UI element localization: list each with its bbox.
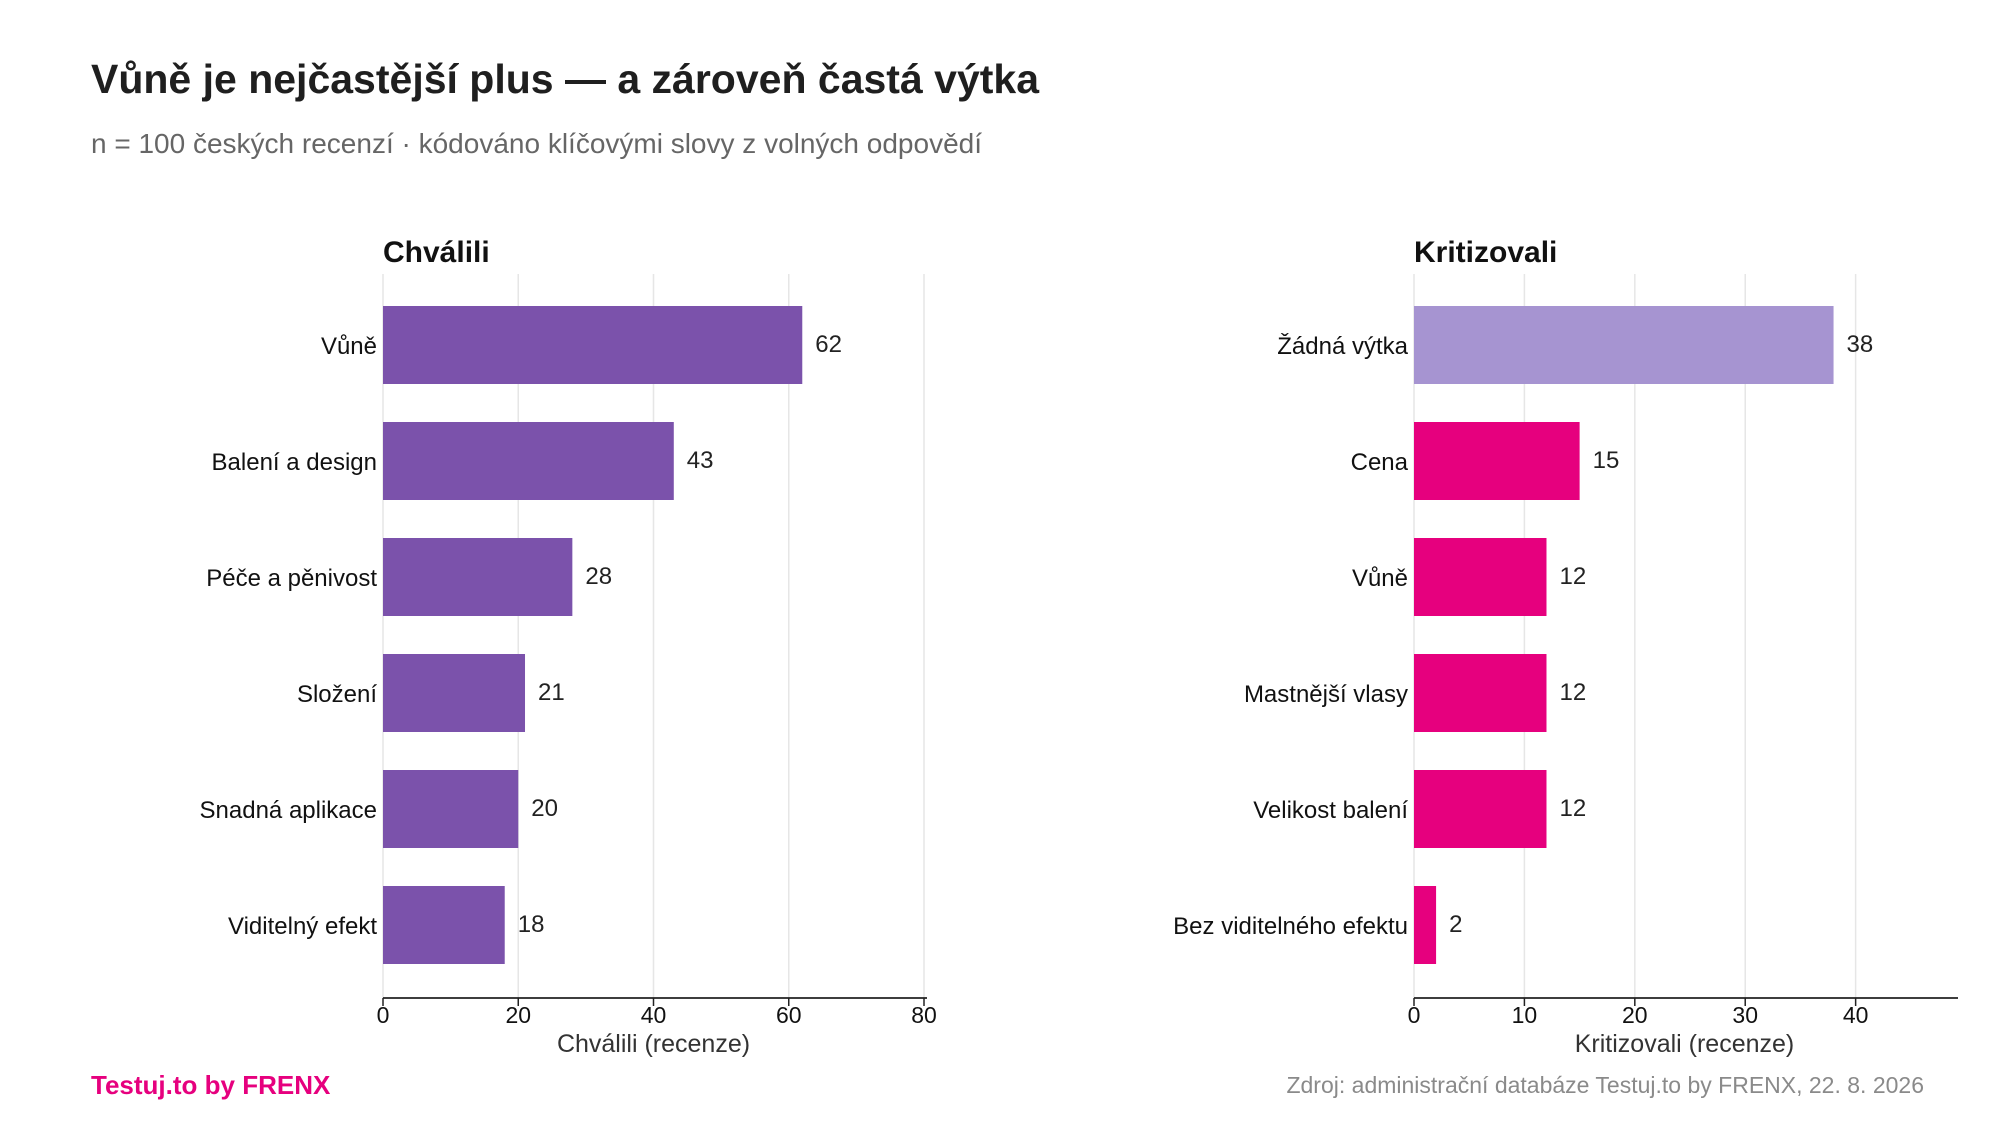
criticism-bar (1414, 654, 1547, 732)
praise-value-label: 21 (538, 679, 565, 706)
criticism-value-label: 15 (1593, 447, 1620, 474)
source-note: Zdroj: administrační databáze Testuj.to … (1286, 1072, 1924, 1098)
criticism-category-label: Mastnější vlasy (1244, 681, 1408, 708)
criticism-x-tick-label: 0 (1408, 1002, 1421, 1028)
criticism-x-tick-label: 20 (1622, 1002, 1648, 1028)
criticism-x-tick-label: 10 (1512, 1002, 1538, 1028)
praise-category-label: Viditelný efekt (228, 913, 377, 940)
praise-x-tick-label: 60 (776, 1002, 802, 1028)
praise-x-tick-label: 80 (911, 1002, 937, 1028)
criticism-bar (1414, 770, 1547, 848)
criticism-category-label: Cena (1351, 449, 1409, 476)
criticism-panel-title: Kritizovali (1414, 236, 1557, 269)
praise-category-label: Péče a pěnivost (206, 565, 377, 592)
praise-x-tick-label: 0 (377, 1002, 390, 1028)
praise-value-label: 43 (687, 447, 714, 474)
praise-value-label: 28 (585, 563, 612, 590)
criticism-category-label: Vůně (1352, 565, 1408, 592)
criticism-value-label: 12 (1559, 795, 1586, 822)
praise-bar (383, 654, 526, 732)
praise-panel-title: Chválili (383, 236, 490, 269)
criticism-category-label: Bez viditelného efektu (1173, 913, 1408, 940)
criticism-category-label: Žádná výtka (1277, 333, 1408, 360)
criticism-x-tick-label: 40 (1843, 1002, 1869, 1028)
criticism-bar (1414, 306, 1834, 384)
praise-x-axis-label: Chválili (recenze) (557, 1030, 750, 1058)
praise-bar (383, 422, 674, 500)
praise-bar (383, 306, 803, 384)
praise-bar (383, 886, 505, 964)
criticism-category-label: Velikost balení (1253, 797, 1408, 824)
praise-x-tick-label: 20 (505, 1002, 531, 1028)
praise-bar (383, 538, 573, 616)
criticism-bar (1414, 422, 1580, 500)
criticism-x-axis-label: Kritizovali (recenze) (1575, 1030, 1795, 1058)
criticism-value-label: 2 (1449, 911, 1462, 938)
praise-value-label: 18 (518, 911, 545, 938)
chart-title: Vůně je nejčastější plus — a zároveň čas… (91, 56, 1040, 102)
praise-category-label: Složení (297, 681, 377, 708)
criticism-bar (1414, 538, 1547, 616)
praise-value-label: 62 (815, 331, 842, 358)
praise-category-label: Snadná aplikace (200, 797, 377, 824)
praise-category-label: Balení a design (212, 449, 377, 476)
praise-x-tick-label: 40 (641, 1002, 667, 1028)
brand-logo-text: Testuj.to by FRENX (91, 1070, 331, 1100)
criticism-value-label: 12 (1559, 563, 1586, 590)
praise-value-label: 20 (531, 795, 558, 822)
criticism-x-tick-label: 30 (1732, 1002, 1758, 1028)
chart-subtitle: n = 100 českých recenzí · kódováno klíčo… (91, 128, 982, 159)
criticism-value-label: 38 (1847, 331, 1874, 358)
criticism-value-label: 12 (1559, 679, 1586, 706)
criticism-bar (1414, 886, 1437, 964)
praise-bar (383, 770, 519, 848)
praise-category-label: Vůně (321, 333, 377, 360)
